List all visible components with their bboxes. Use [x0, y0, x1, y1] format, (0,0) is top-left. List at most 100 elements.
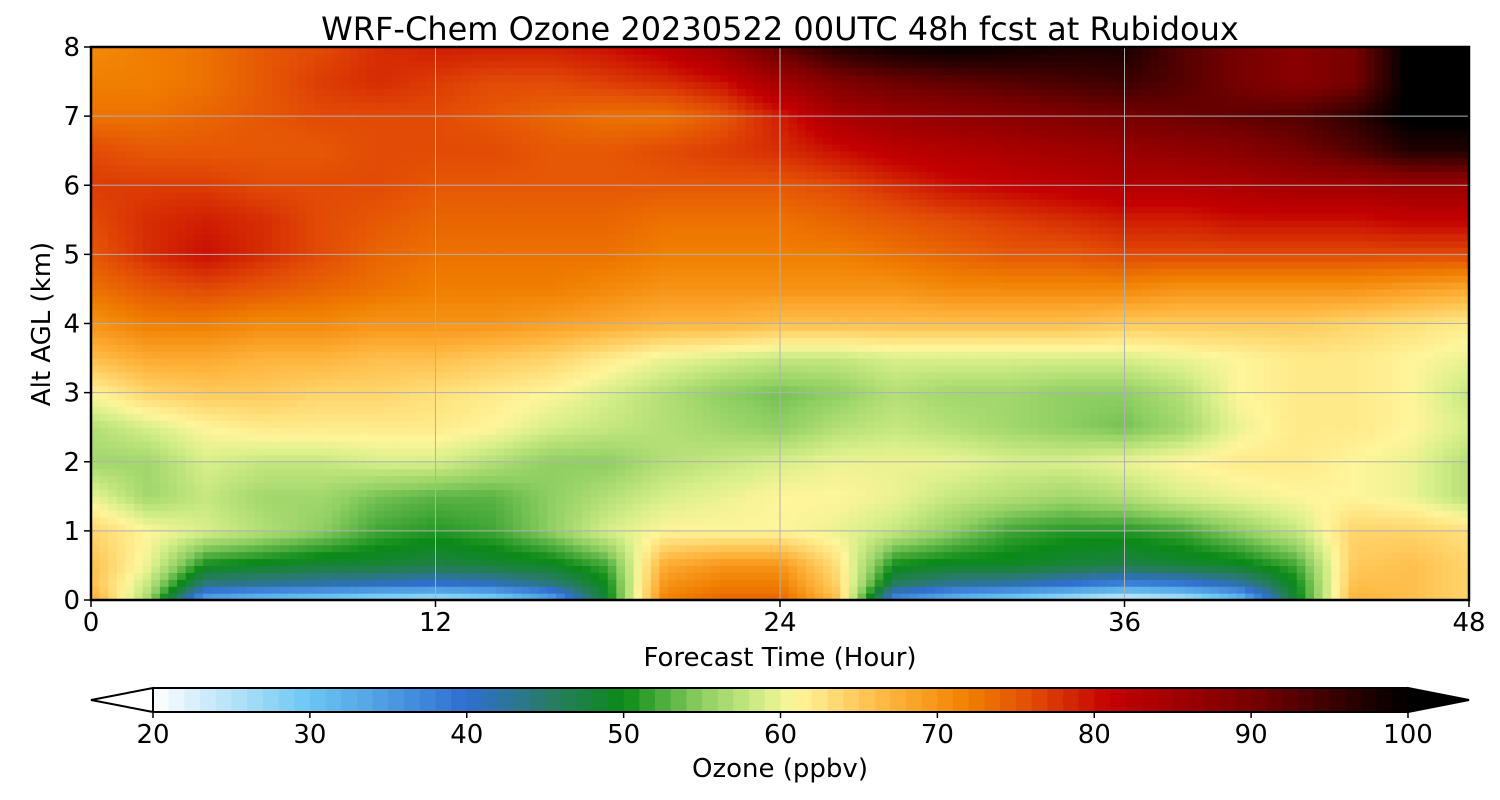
heatmap-cell	[616, 537, 626, 546]
heatmap-cell	[401, 371, 411, 380]
heatmap-cell	[383, 530, 394, 539]
heatmap-cell	[461, 129, 471, 138]
heatmap-cell	[573, 60, 583, 69]
heatmap-cell	[271, 129, 282, 138]
heatmap-cell	[349, 358, 359, 366]
heatmap-cell	[392, 378, 402, 387]
heatmap-cell	[177, 510, 187, 518]
heatmap-cell	[547, 53, 557, 62]
heatmap-cell	[280, 226, 290, 235]
heatmap-cell	[142, 510, 152, 518]
heatmap-cell	[616, 517, 626, 525]
heatmap-cell	[375, 171, 385, 179]
heatmap-cell	[151, 254, 161, 262]
heatmap-cell	[401, 164, 411, 173]
heatmap-cell	[134, 302, 144, 311]
heatmap-cell	[271, 572, 282, 580]
heatmap-cell	[547, 358, 557, 366]
heatmap-cell	[383, 199, 394, 207]
heatmap-cell	[599, 399, 609, 408]
heatmap-cell	[323, 558, 333, 567]
heatmap-cell	[375, 102, 385, 110]
heatmap-cell	[246, 468, 256, 477]
heatmap-cell	[168, 67, 178, 76]
heatmap-cell	[435, 420, 445, 428]
heatmap-cell	[590, 60, 600, 69]
heatmap-cell	[332, 323, 342, 332]
heatmap-cell	[409, 565, 419, 573]
heatmap-cell	[461, 261, 471, 269]
heatmap-cell	[177, 178, 187, 186]
heatmap-cell	[142, 330, 152, 338]
heatmap-cell	[573, 254, 583, 262]
heatmap-cell	[289, 530, 299, 539]
heatmap-cell	[314, 496, 325, 504]
heatmap-cell	[297, 392, 307, 401]
heatmap-cell	[444, 123, 454, 131]
heatmap-cell	[297, 164, 307, 173]
heatmap-cell	[237, 489, 247, 497]
heatmap-cell	[366, 171, 376, 179]
heatmap-cell	[99, 254, 109, 262]
heatmap-cell	[383, 136, 394, 145]
heatmap-cell	[306, 282, 316, 290]
heatmap-cell	[556, 302, 566, 311]
heatmap-cell	[435, 337, 445, 345]
heatmap-cell	[185, 523, 195, 532]
heatmap-cell	[538, 81, 549, 90]
heatmap-cell	[418, 517, 428, 525]
heatmap-cell	[323, 399, 333, 408]
heatmap-cell	[487, 323, 497, 332]
heatmap-cell	[340, 136, 350, 145]
heatmap-cell	[142, 254, 152, 262]
heatmap-cell	[504, 47, 514, 55]
heatmap-cell	[168, 171, 178, 179]
heatmap-cell	[125, 254, 135, 262]
heatmap-cell	[202, 192, 213, 200]
heatmap-cell	[142, 150, 152, 159]
heatmap-cell	[357, 199, 368, 207]
heatmap-cell	[185, 475, 195, 484]
heatmap-cell	[289, 288, 299, 297]
heatmap-cell	[607, 81, 617, 90]
heatmap-cell	[271, 447, 282, 456]
heatmap-cell	[461, 447, 471, 456]
heatmap-cell	[194, 551, 204, 560]
heatmap-cell	[340, 47, 350, 55]
heatmap-cell	[581, 454, 592, 463]
heatmap-cell	[590, 434, 600, 442]
heatmap-cell	[487, 282, 497, 290]
heatmap-cell	[246, 67, 256, 76]
heatmap-cell	[142, 517, 152, 525]
heatmap-cell	[616, 143, 626, 152]
heatmap-cell	[159, 288, 170, 297]
heatmap-cell	[228, 496, 239, 504]
heatmap-cell	[194, 420, 204, 428]
heatmap-cell	[220, 74, 230, 83]
heatmap-cell	[581, 420, 592, 428]
heatmap-cell	[616, 95, 626, 103]
heatmap-cell	[237, 468, 247, 477]
heatmap-cell	[349, 565, 359, 573]
heatmap-cell	[409, 309, 419, 318]
heatmap-cell	[349, 537, 359, 546]
heatmap-cell	[435, 47, 445, 55]
heatmap-cell	[246, 157, 256, 166]
heatmap-cell	[246, 247, 256, 255]
heatmap-cell	[581, 226, 592, 235]
heatmap-cell	[314, 143, 325, 152]
heatmap-cell	[168, 116, 178, 124]
heatmap-cell	[340, 199, 350, 207]
heatmap-cell	[246, 240, 256, 249]
heatmap-cell	[401, 275, 411, 283]
heatmap-cell	[375, 240, 385, 249]
heatmap-cell	[478, 385, 488, 394]
heatmap-cell	[590, 385, 600, 394]
heatmap-cell	[590, 247, 600, 255]
heatmap-cell	[108, 337, 118, 345]
heatmap-cell	[254, 261, 264, 269]
heatmap-cell	[461, 489, 471, 497]
heatmap-cell	[116, 496, 127, 504]
heatmap-cell	[289, 475, 299, 484]
heatmap-cell	[556, 233, 566, 242]
